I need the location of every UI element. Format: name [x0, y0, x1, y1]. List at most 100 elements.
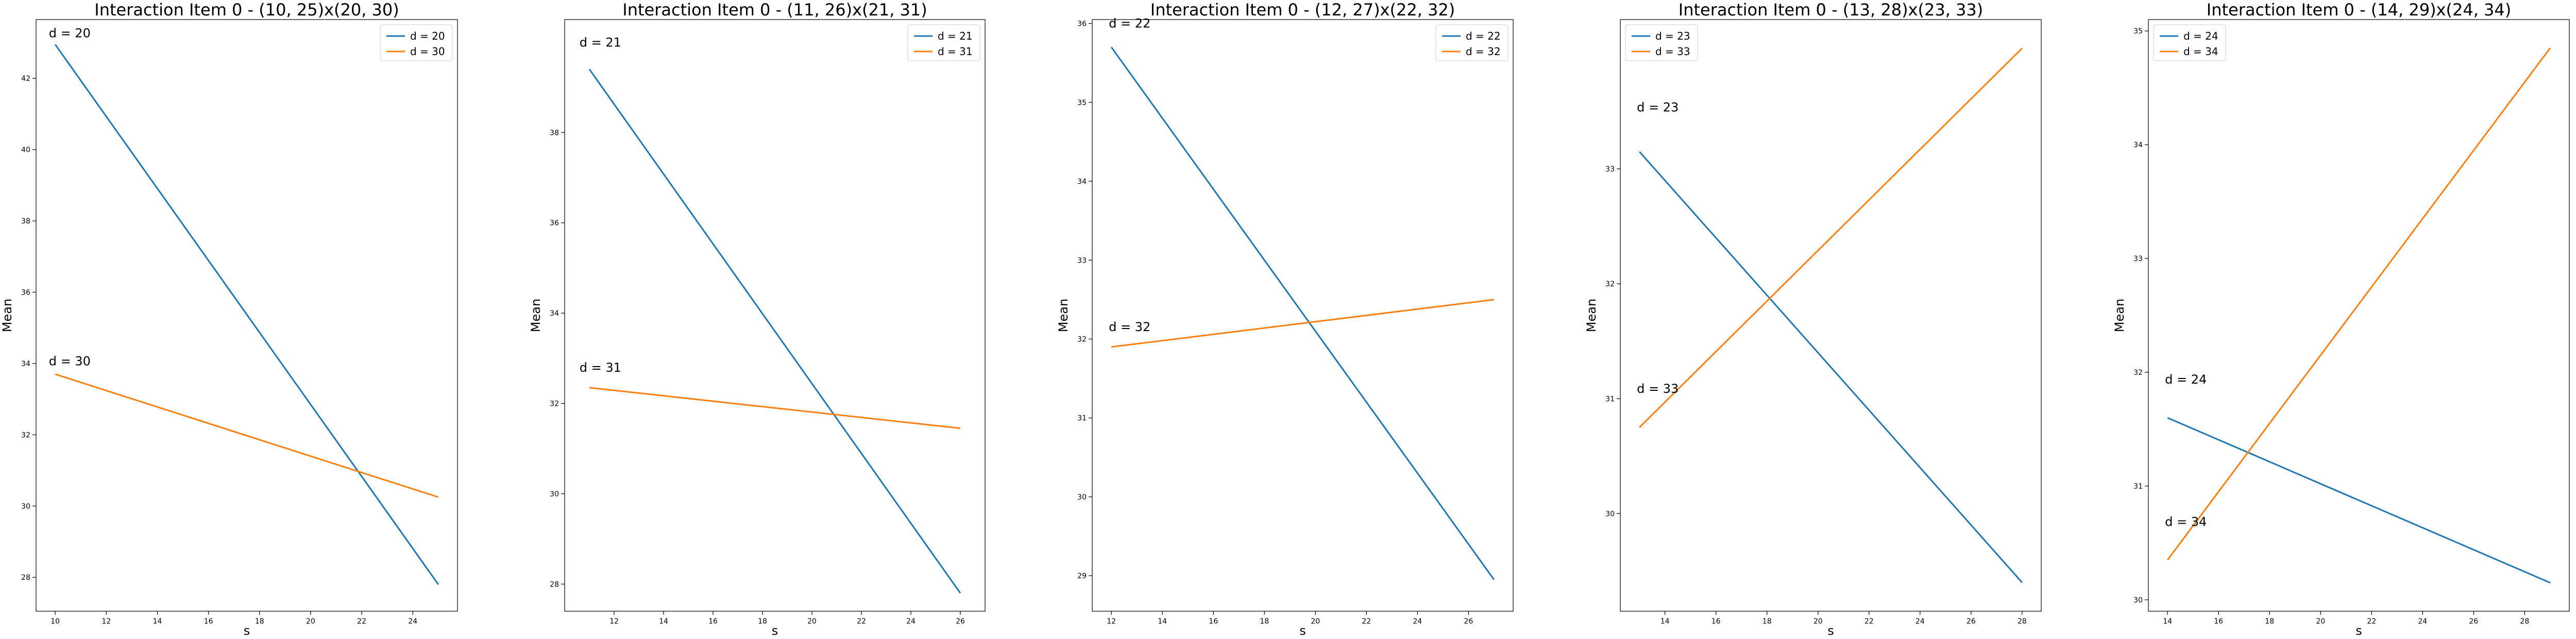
line-annotation: d = 21 — [580, 36, 621, 50]
y-tick-label: 29 — [1077, 572, 1087, 580]
x-tick-label: 14 — [153, 617, 162, 626]
x-axis-label: s — [2355, 624, 2362, 638]
series-line — [2167, 417, 2551, 584]
x-axis-label: s — [1299, 624, 1306, 638]
y-tick-label: 32 — [21, 431, 30, 439]
x-tick-label: 22 — [1362, 617, 1371, 626]
axes-frame — [1620, 19, 2042, 612]
line-annotation: d = 34 — [2165, 514, 2207, 529]
y-tick-label: 38 — [550, 129, 559, 137]
chart-panel: 14 16 18 20 22 24 26 28 30 31 32 33 34 35 Interaction … — [2112, 0, 2570, 638]
y-tick-label: 31 — [1605, 395, 1615, 403]
legend-entry: d = 22 — [1466, 30, 1501, 42]
y-axis-label: Mean — [1056, 299, 1071, 332]
x-tick-label: 16 — [204, 617, 213, 626]
y-tick-label: 32 — [2133, 369, 2143, 377]
y-tick-label: 30 — [2133, 596, 2143, 605]
x-tick-label: 16 — [1711, 617, 1721, 626]
legend: d = 22 d = 32 — [1435, 24, 1509, 61]
x-tick-label: 16 — [708, 617, 718, 626]
line-annotation: d = 24 — [2165, 372, 2207, 387]
x-tick-label: 20 — [2316, 617, 2325, 626]
x-tick-label: 24 — [906, 617, 916, 626]
y-tick-label: 31 — [1077, 415, 1087, 423]
y-tick-label: 32 — [550, 400, 559, 408]
legend-entry: d = 24 — [2183, 30, 2218, 42]
y-tick-label: 32 — [1605, 280, 1615, 288]
series-line — [55, 373, 439, 498]
chart-panel: 12 14 16 18 20 22 24 26 28 30 32 34 36 38 Interaction … — [529, 0, 986, 638]
y-tick-label: 33 — [1077, 256, 1087, 265]
series-line — [2166, 47, 2551, 561]
x-tick-label: 22 — [1865, 617, 1874, 626]
x-tick-label: 18 — [2265, 617, 2274, 626]
axes-frame — [36, 19, 458, 612]
x-tick-label: 24 — [408, 617, 417, 626]
x-tick-label: 20 — [807, 617, 817, 626]
series-line — [588, 68, 961, 594]
x-tick-label: 20 — [1311, 617, 1320, 626]
y-tick-label: 32 — [1077, 335, 1087, 343]
y-tick-label: 34 — [550, 309, 559, 318]
x-tick-label: 16 — [2214, 617, 2223, 626]
x-tick-label: 18 — [1260, 617, 1269, 626]
legend-entry: d = 33 — [1655, 45, 1690, 58]
y-tick-label: 33 — [1605, 165, 1615, 174]
axes-frame — [2148, 19, 2570, 612]
series-line — [54, 44, 439, 585]
chart-panel: 14 16 18 20 22 24 26 28 30 31 32 33 Interaction Item… — [1584, 0, 2042, 638]
line-annotation: d = 22 — [1109, 16, 1150, 30]
y-tick-label: 35 — [2133, 27, 2143, 36]
x-tick-label: 18 — [758, 617, 767, 626]
y-tick-label: 34 — [2133, 141, 2143, 149]
y-tick-label: 31 — [2133, 482, 2143, 491]
y-tick-label: 28 — [21, 574, 30, 582]
x-tick-label: 26 — [2469, 617, 2478, 626]
y-tick-label: 30 — [1605, 510, 1615, 518]
x-tick-label: 12 — [101, 617, 111, 626]
x-tick-label: 12 — [609, 617, 619, 626]
x-tick-label: 26 — [956, 617, 965, 626]
line-annotation: d = 20 — [49, 26, 91, 41]
y-tick-label: 36 — [550, 219, 559, 228]
series-line — [1639, 151, 2023, 583]
series-line — [1111, 299, 1495, 348]
y-tick-label: 42 — [21, 75, 30, 83]
y-axis-label: Mean — [2112, 299, 2127, 332]
legend-entry: d = 34 — [2183, 45, 2218, 58]
y-tick-label: 30 — [21, 503, 30, 511]
x-tick-label: 22 — [357, 617, 366, 626]
line-annotation: d = 23 — [1637, 100, 1679, 114]
y-tick-label: 38 — [21, 217, 30, 226]
chart-title: Interaction Item 0 - (12, 27)x(22, 32) — [1150, 0, 1455, 20]
axes-frame — [564, 19, 986, 612]
x-tick-label: 28 — [2018, 617, 2027, 626]
legend-entry: d = 31 — [938, 45, 973, 58]
y-tick-label: 28 — [550, 580, 559, 589]
chart-title: Interaction Item 0 - (14, 29)x(24, 34) — [2207, 0, 2511, 20]
y-tick-label: 40 — [21, 146, 30, 154]
x-tick-label: 24 — [2418, 617, 2427, 626]
x-tick-label: 22 — [857, 617, 866, 626]
series-line — [1639, 47, 2023, 428]
x-tick-label: 26 — [1967, 617, 1976, 626]
y-tick-label: 34 — [21, 360, 30, 368]
legend-entry: d = 20 — [410, 30, 445, 42]
x-tick-label: 22 — [2367, 617, 2376, 626]
x-axis-label: s — [772, 624, 778, 638]
series-line — [589, 387, 961, 429]
series-line — [1110, 46, 1495, 580]
chart-panel: 10 12 14 16 18 20 22 24 28 30 32 34 36 38 40 42 Interact… — [0, 0, 458, 638]
x-tick-label: 12 — [1107, 617, 1116, 626]
chart-title: Interaction Item 0 - (10, 25)x(20, 30) — [94, 0, 399, 20]
chart-panel: 12 14 16 18 20 22 24 26 29 30 31 32 33 34 35 36 Interact… — [1056, 0, 1514, 638]
axes-frame — [1092, 19, 1514, 612]
y-tick-label: 34 — [1077, 178, 1087, 186]
line-annotation: d = 32 — [1109, 320, 1150, 334]
x-tick-label: 10 — [50, 617, 60, 626]
x-tick-label: 14 — [659, 617, 668, 626]
x-tick-label: 16 — [1209, 617, 1218, 626]
y-axis-label: Mean — [529, 299, 543, 332]
y-tick-label: 36 — [21, 289, 30, 297]
